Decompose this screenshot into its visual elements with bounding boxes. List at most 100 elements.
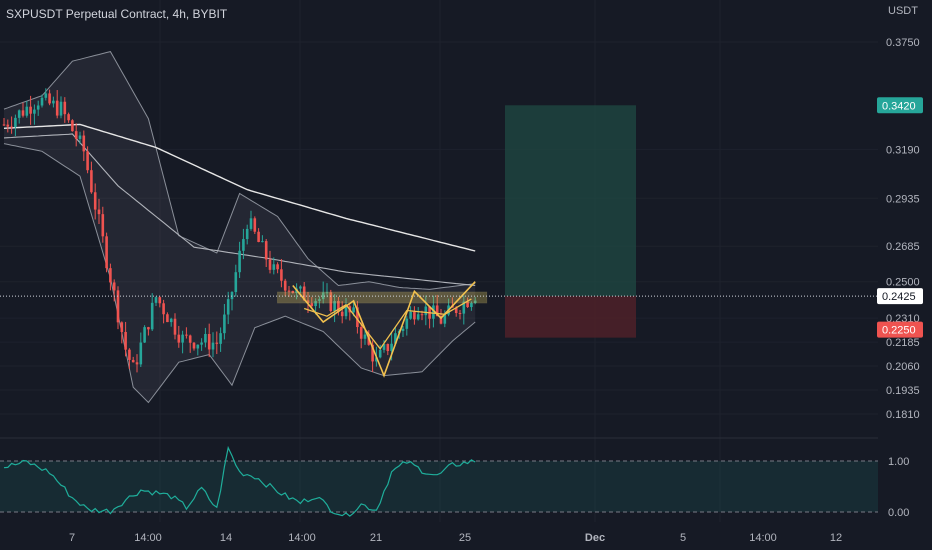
candle-body — [200, 342, 203, 345]
candle-body — [2, 124, 6, 126]
candle-body — [470, 303, 473, 308]
candle-body — [33, 109, 36, 114]
candle-body — [245, 228, 249, 240]
candle-body — [253, 218, 257, 232]
time-tick-label: Dec — [585, 532, 605, 544]
candle-body — [329, 292, 333, 311]
candle-body — [143, 327, 146, 343]
candle-body — [310, 303, 314, 307]
candle-body — [63, 101, 67, 115]
time-tick-label: 21 — [370, 532, 382, 544]
candle-body — [356, 307, 359, 328]
candle-body — [48, 93, 51, 104]
candle-body — [211, 342, 215, 350]
time-tick-label: 5 — [680, 532, 686, 544]
candle-body — [93, 192, 97, 210]
target-price-tag: 0.3420 — [882, 100, 916, 112]
candle-body — [154, 297, 158, 303]
candle-body — [249, 218, 253, 229]
candle-body — [302, 286, 306, 301]
time-tick-label: 14:00 — [288, 532, 316, 544]
candle-body — [333, 300, 336, 311]
time-tick-label: 12 — [830, 532, 842, 544]
candle-body — [139, 342, 143, 365]
pattern-outer — [292, 281, 476, 378]
candle-body — [435, 305, 439, 317]
candle-body — [344, 306, 348, 317]
candle-body — [276, 264, 279, 270]
candle-body — [223, 314, 226, 334]
candle-body — [416, 314, 420, 320]
pattern-inner — [303, 298, 472, 350]
candle-body — [10, 126, 13, 128]
candle-body — [166, 314, 169, 323]
candle-body — [97, 209, 101, 215]
ma-slow — [3, 123, 476, 252]
current-price-tag: 0.2425 — [882, 291, 916, 303]
candle-body — [325, 292, 329, 294]
candle-body — [226, 299, 230, 315]
candle-body — [401, 328, 405, 331]
candle-body — [432, 305, 435, 319]
candle-body — [29, 106, 32, 114]
price-tick-label: 0.1810 — [886, 409, 920, 421]
price-axis-bg — [878, 0, 932, 550]
price-tick-label: 0.1935 — [886, 385, 920, 397]
candle-body — [169, 318, 173, 323]
profit-zone — [505, 105, 636, 297]
candle-body — [14, 117, 17, 127]
candle-body — [131, 359, 135, 363]
candle-body — [147, 327, 150, 330]
time-tick-label: 14:00 — [749, 532, 777, 544]
candle-body — [52, 100, 55, 104]
price-tick-label: 0.3190 — [886, 144, 920, 156]
candle-body — [112, 282, 116, 291]
candle-body — [128, 349, 131, 360]
price-tick-label: 0.2060 — [886, 361, 920, 373]
candle-body — [40, 97, 44, 106]
candlesticks — [2, 88, 477, 373]
candle-body — [394, 333, 397, 344]
candle-body — [90, 170, 93, 193]
candle-body — [21, 110, 25, 116]
candle-body — [382, 344, 386, 350]
candle-body — [390, 343, 393, 352]
candle-body — [268, 259, 272, 270]
candle-body — [124, 331, 127, 350]
candle-body — [473, 300, 477, 304]
candle-body — [283, 280, 287, 291]
candle-body — [25, 106, 29, 116]
candle-body — [409, 311, 412, 319]
candle-body — [67, 114, 70, 121]
candle-body — [150, 302, 154, 330]
candle-body — [458, 312, 462, 314]
candle-body — [135, 362, 139, 365]
position-zones — [505, 105, 636, 338]
loss-zone — [505, 296, 636, 338]
candle-body — [352, 307, 355, 313]
candle-body — [439, 316, 443, 324]
candle-body — [173, 318, 177, 335]
candle-body — [162, 303, 165, 315]
candle-body — [424, 306, 428, 316]
candle-body — [6, 124, 10, 127]
candle-body — [55, 100, 59, 116]
candle-body — [234, 272, 238, 293]
candle-body — [215, 342, 219, 344]
candle-body — [86, 151, 89, 171]
candle-body — [272, 264, 276, 270]
candle-body — [17, 110, 21, 118]
candle-body — [257, 231, 260, 242]
candle-body — [321, 292, 325, 300]
candle-body — [386, 344, 390, 352]
candle-body — [120, 322, 124, 332]
candle-body — [462, 301, 466, 314]
candle-body — [318, 299, 321, 301]
candle-body — [314, 300, 317, 307]
candle-body — [78, 135, 82, 139]
osc-tick-label: 0.00 — [888, 507, 909, 519]
chart-title: SXPUSDT Perpetual Contract, 4h, BYBIT — [6, 7, 228, 21]
time-tick-label: 14:00 — [134, 532, 162, 544]
